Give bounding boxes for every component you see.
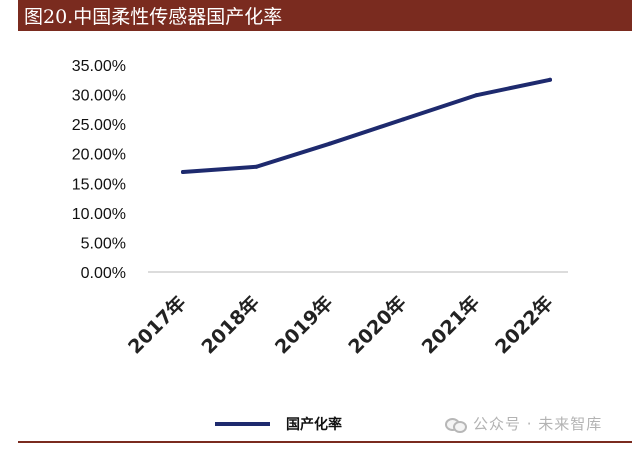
wechat-icon <box>445 416 467 433</box>
bottom-rule <box>18 441 632 443</box>
x-tick-label: 2019年 <box>270 291 337 358</box>
x-tick-label: 2018年 <box>197 291 264 358</box>
x-tick-label: 2021年 <box>417 291 484 358</box>
series-line <box>181 77 552 175</box>
figure-title-bar: 图20.中国柔性传感器国产化率 <box>18 0 632 31</box>
watermark-text: 公众号 · 未来智库 <box>473 415 603 433</box>
watermark: 公众号 · 未来智库 <box>445 413 602 434</box>
series-point <box>474 93 479 98</box>
series-point <box>181 170 185 175</box>
y-tick-label: 15.00% <box>72 176 126 193</box>
x-tick-label: 2020年 <box>344 291 411 358</box>
y-tick-label: 25.00% <box>72 117 126 134</box>
y-tick-label: 0.00% <box>81 265 126 282</box>
y-tick-label: 35.00% <box>72 58 126 75</box>
x-axis-ticks: 2017年 2018年 2019年 2020年 2021年 2022年 <box>123 291 557 358</box>
y-tick-label: 20.00% <box>72 147 126 164</box>
series-point <box>254 164 259 169</box>
legend-label-series: 国产化率 <box>286 416 342 433</box>
x-tick-label: 2022年 <box>490 291 557 358</box>
series-point <box>327 141 332 146</box>
y-axis-ticks: 0.00% 5.00% 10.00% 15.00% 20.00% 25.00% 30.00%… <box>72 58 126 282</box>
y-tick-label: 5.00% <box>81 235 126 252</box>
legend: 国产化率 <box>215 416 342 433</box>
figure-title: 图20.中国柔性传感器国产化率 <box>24 6 283 28</box>
y-tick-label: 10.00% <box>72 206 126 223</box>
x-tick-label: 2017年 <box>123 291 190 358</box>
series-point <box>548 77 552 82</box>
y-tick-label: 30.00% <box>72 88 126 105</box>
series-point <box>401 117 406 122</box>
